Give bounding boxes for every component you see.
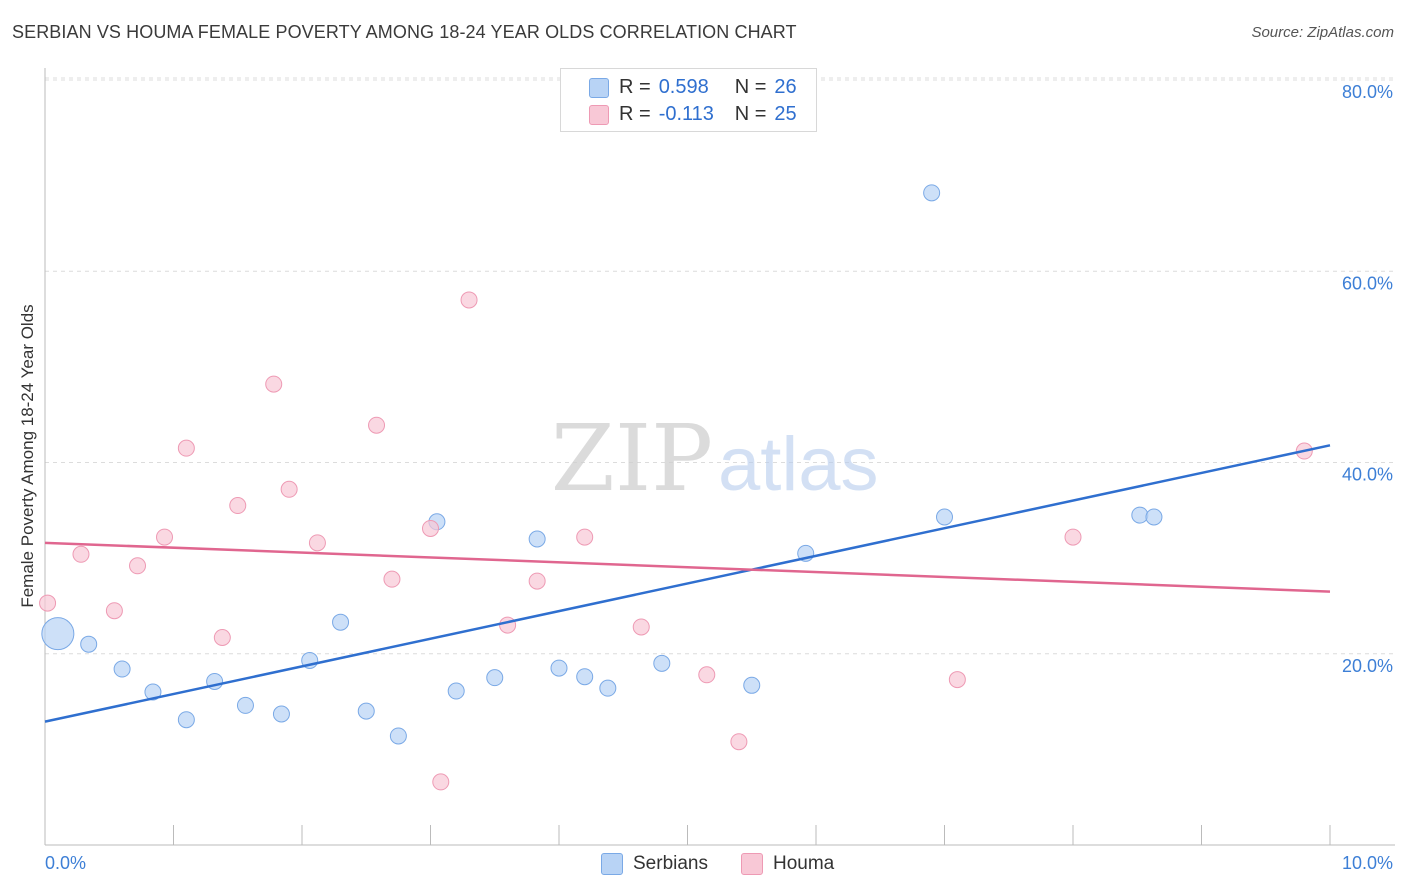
point-houma <box>156 528 174 546</box>
point-houma <box>422 519 439 537</box>
point-houma <box>177 439 195 457</box>
point-houma <box>39 594 57 612</box>
legend-row-serbians: R = 0.598 N = 26 <box>619 74 797 100</box>
point-serbians <box>936 508 953 526</box>
point-serbians <box>1131 506 1149 524</box>
y-tick-label: 20.0% <box>1342 656 1393 676</box>
legend-r-label: R = <box>619 75 651 98</box>
point-serbians <box>357 702 375 720</box>
point-houma <box>460 291 478 309</box>
point-serbians <box>389 727 407 745</box>
legend-swatch-serbians <box>601 853 623 875</box>
x-tick-label: 10.0% <box>1342 853 1393 873</box>
point-serbians <box>80 635 98 653</box>
point-houma <box>499 616 517 634</box>
tick-labels: 20.0% 40.0% 60.0% 80.0% 0.0% 10.0% <box>45 82 1393 873</box>
point-houma <box>528 572 546 590</box>
legend-row-houma: R = -0.113 N = 25 <box>619 101 797 127</box>
point-serbians <box>743 676 761 694</box>
point-serbians <box>41 617 75 651</box>
point-serbians <box>486 669 504 687</box>
point-houma <box>265 375 283 393</box>
stats-legend: R = 0.598 N = 26 R = -0.113 N = 25 <box>560 68 817 132</box>
point-houma <box>948 671 966 689</box>
point-houma <box>72 545 90 563</box>
point-serbians <box>528 530 546 548</box>
point-houma <box>308 534 326 552</box>
point-houma <box>368 416 386 434</box>
point-houma <box>1064 528 1082 546</box>
point-houma <box>730 733 748 751</box>
x-tick-label: 0.0% <box>45 853 86 873</box>
point-serbians <box>332 613 350 631</box>
trend-line-houma <box>44 541 1331 593</box>
point-serbians <box>177 711 195 729</box>
legend-item-serbians: Serbians <box>601 852 708 876</box>
legend-swatch-houma <box>589 105 609 125</box>
legend-item-houma: Houma <box>741 852 834 876</box>
point-serbians <box>1145 508 1163 526</box>
point-houma <box>229 497 247 515</box>
point-houma <box>432 773 450 791</box>
point-serbians <box>113 660 131 678</box>
data-points <box>39 184 1313 791</box>
y-axis-label: Female Poverty Among 18-24 Year Olds <box>18 304 37 608</box>
point-serbians <box>576 668 594 686</box>
point-houma <box>213 628 231 646</box>
legend-r-value: -0.113 <box>658 102 714 125</box>
chart-title: SERBIAN VS HOUMA FEMALE POVERTY AMONG 18… <box>12 22 797 42</box>
point-serbians <box>236 696 254 714</box>
point-houma <box>383 570 401 588</box>
trend-lines <box>44 444 1331 723</box>
point-houma <box>129 557 147 575</box>
trend-line-serbians <box>44 444 1331 723</box>
legend-r-value: 0.598 <box>658 75 709 98</box>
legend-label-houma: Houma <box>773 853 835 874</box>
y-tick-label: 60.0% <box>1342 273 1393 293</box>
legend-r-label: R = <box>619 102 651 125</box>
point-serbians <box>447 682 465 700</box>
point-serbians <box>144 683 162 701</box>
point-houma <box>280 480 298 498</box>
legend-n-label: N = <box>734 102 767 125</box>
source-note: Source: ZipAtlas.com <box>1251 24 1394 41</box>
point-houma <box>105 602 123 620</box>
legend-label-serbians: Serbians <box>633 853 708 874</box>
point-houma <box>698 666 716 684</box>
point-serbians <box>272 705 290 723</box>
watermark: ZIP atlas <box>551 405 879 512</box>
legend-swatch-serbians <box>589 78 609 98</box>
point-serbians <box>653 654 671 672</box>
watermark-atlas: atlas <box>718 422 879 507</box>
point-serbians <box>599 679 617 697</box>
watermark-zip: ZIP <box>551 405 713 512</box>
y-tick-label: 40.0% <box>1342 465 1393 485</box>
point-houma <box>576 528 594 546</box>
legend-n-value: 25 <box>774 102 797 125</box>
point-houma <box>632 618 650 636</box>
y-tick-label: 80.0% <box>1342 82 1393 102</box>
point-serbians <box>550 659 568 677</box>
legend-n-value: 26 <box>774 75 797 98</box>
point-serbians <box>923 184 941 202</box>
legend-n-label: N = <box>734 75 767 98</box>
axes <box>44 68 1395 846</box>
legend-swatch-houma <box>741 853 763 875</box>
